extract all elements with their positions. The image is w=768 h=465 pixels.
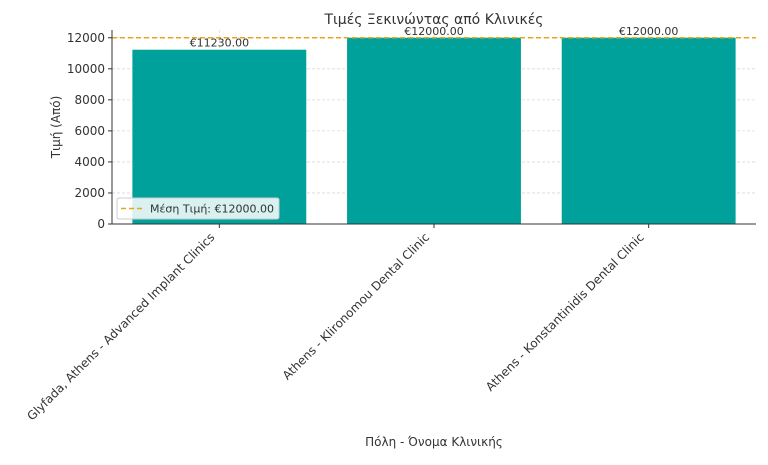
legend: Μέση Τιμή: €12000.00 (116, 197, 280, 220)
bar-value-label: €11230.00 (190, 37, 250, 50)
bar (132, 49, 307, 224)
x-tick-label: Athens - Klironomou Dental Clinic (280, 230, 432, 382)
y-tick-label: 8000 (74, 93, 105, 107)
x-tick-label: Athens - Konstantinidis Dental Clinic (483, 230, 647, 394)
y-ticks: 0 2000 4000 6000 8000 10000 12000 (67, 31, 112, 231)
bars (132, 37, 736, 225)
x-tick-label: Glyfada, Athens - Advanced Implant Clini… (24, 230, 217, 423)
y-tick-label: 4000 (74, 155, 105, 169)
bar-value-label: €12000.00 (619, 25, 679, 38)
y-tick-label: 10000 (67, 62, 105, 76)
y-tick-label: 0 (97, 217, 105, 231)
chart-title: Τιμές Ξεκινώντας από Κλινικές (324, 12, 544, 28)
x-axis-label: Πόλη - Όνομα Κλινικής (365, 435, 503, 449)
legend-box (116, 197, 280, 220)
bar (347, 37, 521, 225)
y-tick-label: 6000 (74, 124, 105, 138)
x-ticks: Glyfada, Athens - Advanced Implant Clini… (24, 224, 650, 423)
y-tick-label: 12000 (67, 31, 105, 45)
y-axis-label: Τιμή (Από) (49, 96, 63, 160)
y-tick-label: 2000 (74, 186, 105, 200)
bar-value-label: €12000.00 (404, 25, 464, 38)
bar (561, 37, 736, 225)
legend-label: Μέση Τιμή: €12000.00 (150, 203, 274, 216)
data-labels: €11230.00 €12000.00 €12000.00 (190, 25, 679, 50)
